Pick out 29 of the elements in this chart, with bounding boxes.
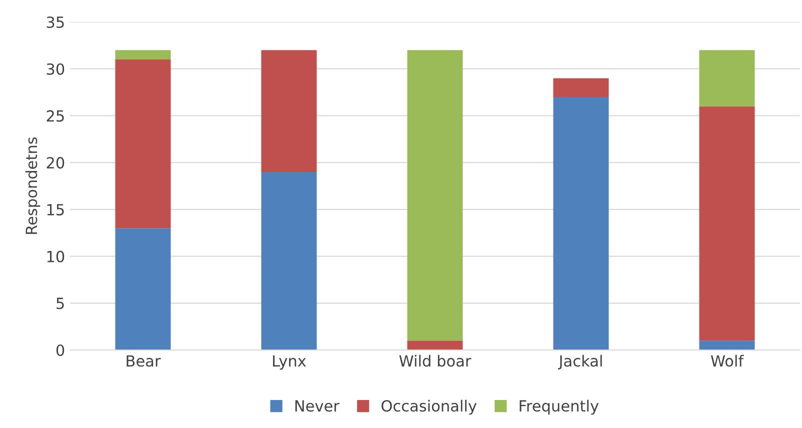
y-tick-label: 35	[46, 16, 64, 28]
bar	[699, 50, 755, 106]
bar	[115, 228, 171, 350]
y-tick-label: 10	[47, 250, 64, 262]
legend-label: Occasionally	[382, 400, 477, 415]
bar	[407, 50, 463, 341]
bar	[115, 59, 171, 228]
y-tick-label: 20	[46, 157, 64, 169]
legend-label: Frequently	[520, 400, 599, 415]
bar	[115, 50, 171, 60]
bar	[407, 340, 463, 350]
x-tick-label: Bear	[126, 355, 161, 367]
legend-label: Never	[295, 400, 340, 412]
bar	[553, 96, 609, 350]
x-tick-label: Wild boar	[399, 354, 472, 367]
x-tick-label: Lynx	[273, 355, 306, 370]
bar	[699, 106, 755, 341]
bar	[553, 78, 609, 97]
y-axis-title: Respondetns	[25, 137, 40, 234]
y-tick-label: 30	[46, 63, 64, 75]
y-tick-label: 5	[56, 298, 64, 310]
x-tick-label: Wolf	[710, 354, 744, 367]
y-tick-label: 25	[46, 110, 64, 122]
y-tick-label: 15	[47, 204, 64, 216]
bar	[699, 340, 755, 350]
bar	[261, 172, 317, 350]
bar	[261, 50, 317, 172]
x-tick-label: Jackal	[558, 354, 602, 370]
y-tick-label: 0	[56, 344, 64, 356]
